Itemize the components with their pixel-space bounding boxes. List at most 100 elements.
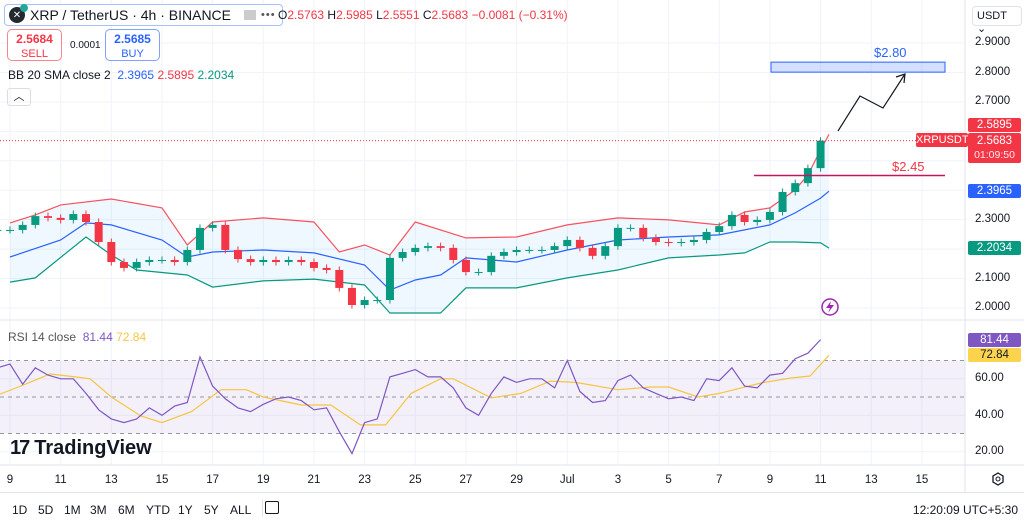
time-tick: 7 bbox=[716, 474, 723, 486]
high-label: H bbox=[327, 8, 337, 22]
candle bbox=[322, 267, 331, 270]
time-tick: Jul bbox=[559, 474, 575, 486]
candle bbox=[499, 252, 508, 256]
time-tick: 5 bbox=[665, 474, 672, 486]
candle bbox=[309, 262, 318, 268]
candle bbox=[575, 239, 584, 248]
candle bbox=[778, 191, 787, 212]
range-1m[interactable]: 1M bbox=[64, 503, 81, 517]
candle bbox=[259, 259, 268, 263]
clock[interactable]: 12:20:09 UTC+5:30 bbox=[912, 503, 1018, 517]
range-5y[interactable]: 5Y bbox=[204, 503, 219, 517]
candle bbox=[588, 247, 597, 256]
time-tick: 27 bbox=[459, 474, 473, 486]
candle bbox=[449, 247, 458, 260]
symbol-badge: XRPUSDT bbox=[916, 133, 969, 147]
time-tick: 15 bbox=[915, 474, 929, 486]
range-1y[interactable]: 1Y bbox=[178, 503, 193, 517]
rsi-ma-line bbox=[0, 354, 830, 426]
time-tick: 23 bbox=[358, 474, 372, 486]
candle bbox=[727, 214, 736, 227]
support-label[interactable]: $2.45 bbox=[892, 159, 925, 174]
sell-price: 2.5684 bbox=[16, 32, 53, 46]
sell-button[interactable]: 2.5684 SELL bbox=[7, 29, 62, 61]
buy-button[interactable]: 2.5685 BUY bbox=[105, 29, 160, 61]
rsi-line bbox=[0, 339, 822, 455]
candle bbox=[423, 246, 432, 248]
tv-logo-icon: 17 bbox=[10, 437, 30, 459]
currency-select[interactable]: USDT ⌄ bbox=[972, 6, 1022, 35]
candle bbox=[474, 272, 483, 274]
symbol-title[interactable]: ✕ XRP / TetherUS · 4h · BINANCE ••• bbox=[4, 4, 283, 26]
candle bbox=[563, 239, 572, 247]
range-ytd[interactable]: YTD bbox=[146, 503, 170, 517]
open-label: O bbox=[278, 8, 288, 22]
candle bbox=[664, 242, 673, 244]
candle bbox=[284, 259, 293, 263]
candle bbox=[512, 249, 521, 253]
bb-label: BB 20 SMA close 2 bbox=[8, 68, 111, 82]
brand-name: TradingView bbox=[34, 437, 152, 459]
calendar-icon[interactable] bbox=[265, 501, 279, 514]
candle bbox=[753, 219, 762, 222]
candle bbox=[195, 227, 204, 250]
target-label[interactable]: $2.80 bbox=[874, 45, 907, 60]
range-5d[interactable]: 5D bbox=[38, 503, 54, 517]
candle bbox=[6, 229, 14, 231]
high-value: 2.5985 bbox=[336, 8, 373, 22]
bb-upper-line bbox=[9, 134, 830, 256]
candle bbox=[702, 232, 711, 240]
time-tick: 3 bbox=[614, 474, 622, 486]
divider bbox=[262, 499, 263, 517]
range-3m[interactable]: 3M bbox=[90, 503, 107, 517]
arrow-head-icon bbox=[895, 73, 906, 84]
time-tick: 17 bbox=[206, 474, 220, 486]
bb-legend[interactable]: BB 20 SMA close 2 2.3965 2.5895 2.2034 bbox=[8, 68, 234, 82]
candle bbox=[157, 259, 166, 261]
candle bbox=[335, 269, 344, 288]
rsi-tick: 40.00 bbox=[975, 409, 1004, 421]
candle bbox=[550, 246, 559, 250]
tradingview-logo[interactable]: 17 TradingView bbox=[10, 437, 152, 460]
rsi-legend[interactable]: RSI 14 close 81.44 72.84 bbox=[8, 330, 146, 344]
time-tick: 9 bbox=[766, 474, 774, 486]
rsi-badge: 81.44 bbox=[968, 333, 1021, 347]
time-tick: 13 bbox=[864, 474, 878, 486]
candle bbox=[525, 249, 534, 251]
time-tick: 29 bbox=[510, 474, 523, 486]
candle bbox=[0, 229, 2, 231]
price-tick: 2.9000 bbox=[975, 36, 1011, 48]
currency-label: USDT bbox=[977, 10, 1007, 22]
price-tick: 2.0000 bbox=[975, 301, 1011, 313]
candle bbox=[601, 246, 610, 256]
candle bbox=[271, 259, 280, 263]
candle bbox=[398, 252, 407, 258]
price-tick: 2.8000 bbox=[975, 66, 1011, 78]
candle bbox=[816, 140, 825, 169]
candle bbox=[689, 239, 698, 243]
range-6m[interactable]: 6M bbox=[118, 503, 135, 517]
last-price: 2.5683 bbox=[976, 135, 1013, 147]
candle bbox=[297, 259, 306, 263]
settings-icon[interactable] bbox=[992, 472, 1004, 486]
collapse-legend-button[interactable]: ︿ bbox=[7, 88, 31, 106]
candle bbox=[411, 247, 420, 253]
low-label: L bbox=[376, 8, 383, 22]
range-1d[interactable]: 1D bbox=[12, 503, 28, 517]
bb-basis-value: 2.3965 bbox=[117, 68, 155, 82]
open-value: 2.5763 bbox=[287, 8, 325, 22]
candle bbox=[246, 259, 255, 263]
symbol-label: XRP / TetherUS · 4h · BINANCE bbox=[30, 7, 231, 23]
candle bbox=[487, 255, 496, 273]
candle bbox=[715, 226, 724, 233]
candle bbox=[107, 242, 116, 263]
more-icon[interactable]: ••• bbox=[261, 9, 276, 21]
time-tick: 11 bbox=[54, 474, 67, 486]
spread-value: 0.0001 bbox=[70, 40, 101, 51]
range-all[interactable]: ALL bbox=[230, 503, 252, 517]
time-tick: 15 bbox=[155, 474, 169, 486]
candle bbox=[613, 227, 622, 247]
flag-icon[interactable] bbox=[244, 10, 256, 20]
lightning-icon[interactable] bbox=[821, 298, 839, 316]
